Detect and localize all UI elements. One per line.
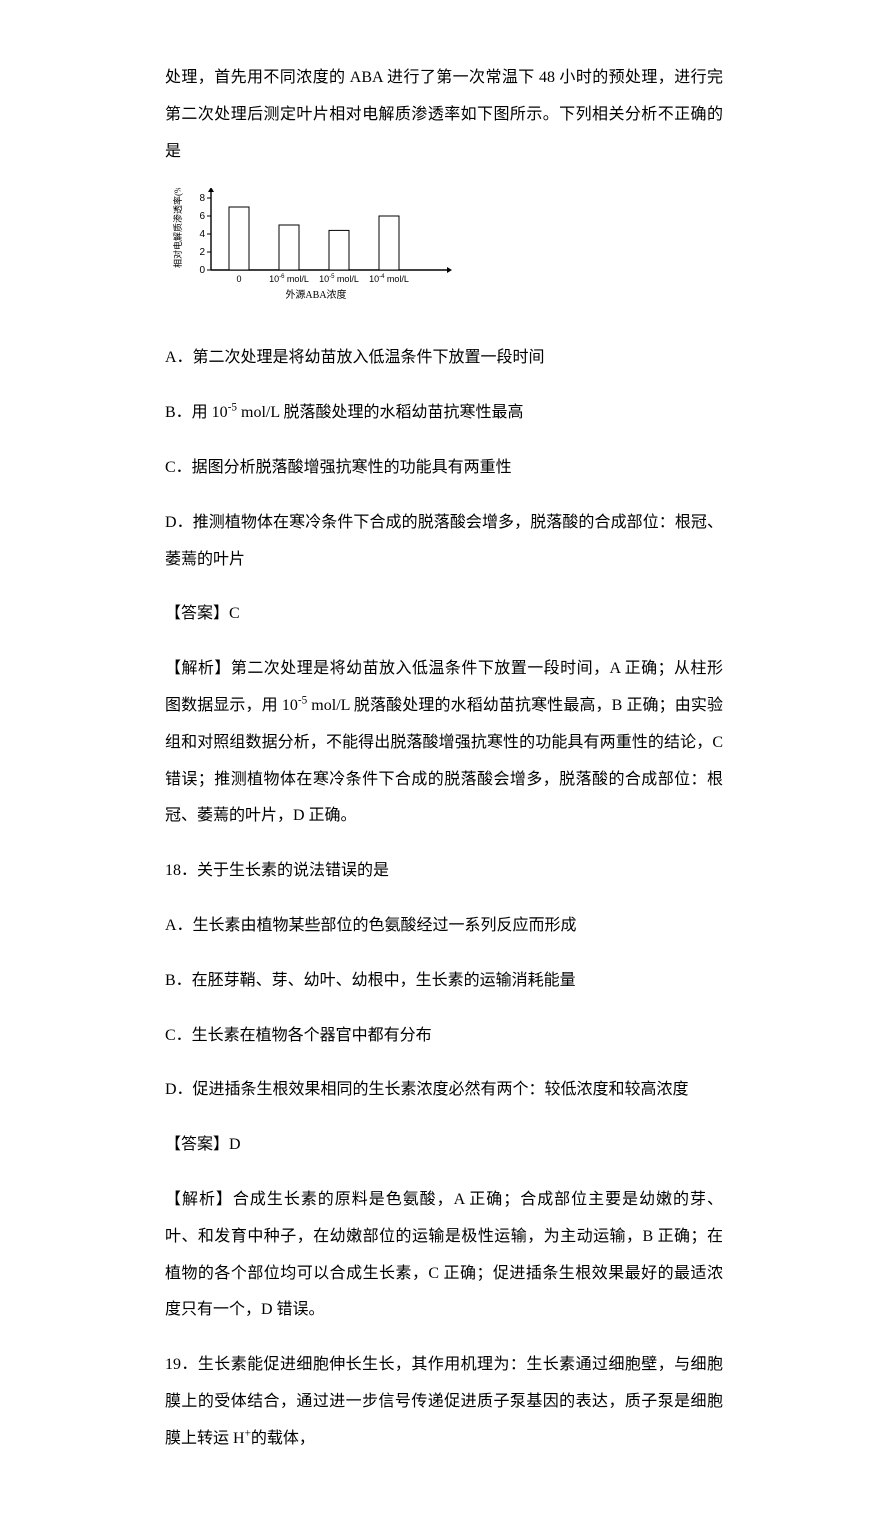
svg-text:外源ABA浓度: 外源ABA浓度 [285, 288, 346, 301]
svg-text:10-5 mol/L: 10-5 mol/L [319, 274, 359, 284]
q18-answer: 【答案】D [165, 1127, 723, 1164]
q18-stem: 18．关于生长素的说法错误的是 [165, 853, 723, 890]
q17-option-b-post: mol/L 脱落酸处理的水稻幼苗抗寒性最高 [237, 404, 524, 421]
q19-stem: 19．生长素能促进细胞伸长生长，其作用机理为：生长素通过细胞壁，与细胞膜上的受体… [165, 1347, 723, 1457]
q17-option-b: B．用 10-5 mol/L 脱落酸处理的水稻幼苗抗寒性最高 [165, 395, 723, 432]
q17-option-c: C．据图分析脱落酸增强抗寒性的功能具有两重性 [165, 450, 723, 487]
svg-text:相对电解质渗透率(%): 相对电解质渗透率(%) [172, 188, 183, 268]
q18-option-b: B．在胚芽鞘、芽、幼叶、幼根中，生长素的运输消耗能量 [165, 963, 723, 1000]
q18-option-d: D．促进插条生根效果相同的生长素浓度必然有两个：较低浓度和较高浓度 [165, 1072, 723, 1109]
svg-text:8: 8 [199, 193, 205, 204]
q17-option-b-pre: B．用 10 [165, 404, 228, 421]
q17-explanation: 【解析】第二次处理是将幼苗放入低温条件下放置一段时间，A 正确；从柱形图数据显示… [165, 651, 723, 835]
q19-stem-post: 的载体， [251, 1430, 315, 1447]
svg-text:10-6 mol/L: 10-6 mol/L [269, 274, 309, 284]
q17-expl-post: mol/L 脱落酸处理的水稻幼苗抗寒性最高，B 正确；由实验组和对照组数据分析，… [165, 697, 723, 824]
aba-bar-chart: 0 2 4 6 8 0 10-6 mol/L 10-5 mol/L 10-4 mol/L 外源AB… [165, 188, 723, 318]
svg-text:0: 0 [236, 274, 241, 284]
q17-expl-exp: -5 [298, 695, 307, 707]
q18-option-a: A．生长素由植物某些部位的色氨酸经过一系列反应而形成 [165, 908, 723, 945]
svg-text:0: 0 [199, 265, 205, 276]
q18-explanation: 【解析】合成生长素的原料是色氨酸，A 正确；合成部位主要是幼嫩的芽、叶、和发育中… [165, 1182, 723, 1329]
intro-paragraph: 处理，首先用不同浓度的 ABA 进行了第一次常温下 48 小时的预处理，进行完第… [165, 60, 723, 170]
svg-text:4: 4 [199, 229, 205, 240]
q18-option-c: C．生长素在植物各个器官中都有分布 [165, 1018, 723, 1055]
q17-option-a: A．第二次处理是将幼苗放入低温条件下放置一段时间 [165, 340, 723, 377]
q17-answer: 【答案】C [165, 596, 723, 633]
q17-option-b-exp: -5 [228, 402, 237, 414]
svg-text:6: 6 [199, 211, 205, 222]
q17-option-d: D．推测植物体在寒冷条件下合成的脱落酸会增多，脱落酸的合成部位：根冠、萎蔫的叶片 [165, 505, 723, 579]
aba-bar-chart-svg: 0 2 4 6 8 0 10-6 mol/L 10-5 mol/L 10-4 mol/L 外源AB… [165, 188, 455, 318]
svg-text:2: 2 [199, 247, 205, 258]
svg-text:10-4 mol/L: 10-4 mol/L [369, 274, 409, 284]
